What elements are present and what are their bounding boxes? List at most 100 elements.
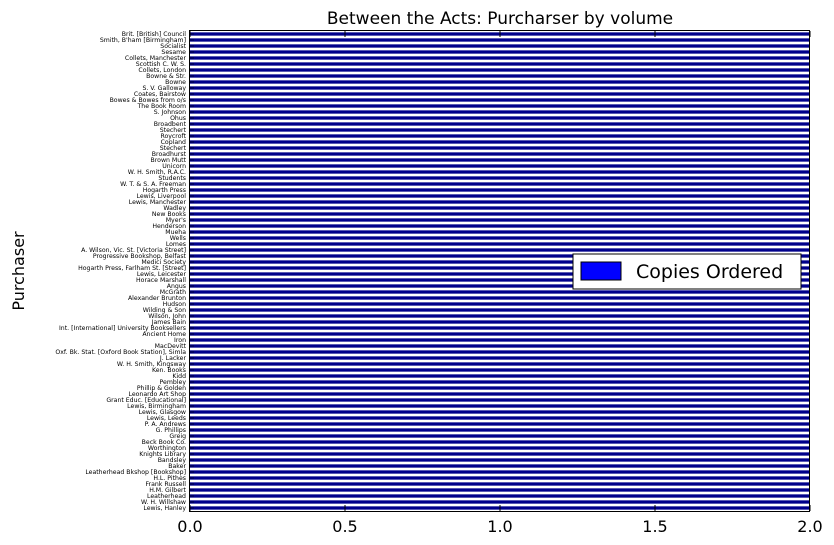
y-tick-label: Leatherhead bbox=[147, 493, 186, 500]
y-tick-label: S. Johnson bbox=[154, 109, 186, 116]
bar bbox=[190, 248, 810, 252]
y-tick-label: Socialist bbox=[160, 43, 186, 50]
bar bbox=[190, 332, 810, 336]
y-tick-label: Brit. [British] Council bbox=[122, 31, 187, 38]
bar bbox=[190, 134, 810, 138]
y-tick-label: Hogarth Press bbox=[143, 187, 186, 194]
y-tick-label: A. Wilson, Vic. St. [Victoria Street] bbox=[81, 247, 186, 254]
bar bbox=[190, 482, 810, 486]
bar bbox=[190, 140, 810, 144]
bar bbox=[190, 254, 810, 258]
bar bbox=[190, 494, 810, 498]
bar bbox=[190, 410, 810, 414]
bar bbox=[190, 80, 810, 84]
bar bbox=[190, 290, 810, 294]
bar bbox=[190, 44, 810, 48]
bar bbox=[190, 86, 810, 90]
y-tick-label: Copland bbox=[161, 139, 186, 146]
y-tick-label: Bowne bbox=[165, 79, 186, 86]
y-tick-label: McGrath bbox=[160, 289, 186, 296]
y-tick-label: Leatherhead Bkshop [Bookshop] bbox=[85, 469, 186, 476]
bar bbox=[190, 164, 810, 168]
legend-label: Copies Ordered bbox=[636, 261, 783, 283]
y-tick-label: Lewis, Hanley bbox=[143, 505, 186, 512]
y-tick-label: Mueha bbox=[165, 229, 186, 236]
bar bbox=[190, 200, 810, 204]
bar bbox=[190, 338, 810, 342]
x-tick-label: 2.0 bbox=[797, 517, 822, 536]
bar bbox=[190, 182, 810, 186]
bar bbox=[190, 464, 810, 468]
bar bbox=[190, 434, 810, 438]
bar bbox=[190, 362, 810, 366]
y-tick-label: Sesame bbox=[161, 49, 186, 56]
y-tick-label: Ohus bbox=[170, 115, 186, 122]
bar bbox=[190, 236, 810, 240]
y-tick-label: Coates, Bairstow bbox=[134, 91, 186, 98]
bar bbox=[190, 446, 810, 450]
y-tick-label: Knights Library bbox=[139, 451, 186, 458]
bar bbox=[190, 230, 810, 234]
y-tick-label: J. Lacker bbox=[159, 355, 187, 362]
bar bbox=[190, 260, 810, 264]
bar bbox=[190, 488, 810, 492]
bar bbox=[190, 98, 810, 102]
bar bbox=[190, 122, 810, 126]
bar bbox=[190, 206, 810, 210]
bar bbox=[190, 398, 810, 402]
bar bbox=[190, 152, 810, 156]
y-tick-label: Hudson bbox=[163, 301, 187, 308]
y-tick-label: Angus bbox=[167, 283, 186, 290]
y-tick-label: Lewis, Birmingham bbox=[127, 403, 186, 410]
y-tick-label: New Books bbox=[152, 211, 186, 218]
y-tick-label: Ancient Home bbox=[142, 331, 186, 338]
bar bbox=[190, 356, 810, 360]
legend-swatch bbox=[580, 261, 622, 281]
y-tick-label: P. A. Andrews bbox=[145, 421, 186, 428]
bar bbox=[190, 68, 810, 72]
bar bbox=[190, 386, 810, 390]
bar bbox=[190, 224, 810, 228]
bar bbox=[190, 428, 810, 432]
y-tick-label: Pembley bbox=[160, 379, 187, 386]
y-tick-label: Lewis, Liverpool bbox=[137, 193, 187, 200]
y-tick-label: Broadbent bbox=[154, 121, 187, 128]
y-tick-label: Horace Marshall bbox=[136, 277, 186, 284]
y-tick-label: H.L. Pithes bbox=[153, 475, 186, 482]
plot-frame bbox=[189, 30, 810, 512]
x-tick-label: 1.5 bbox=[642, 517, 667, 536]
bar bbox=[190, 314, 810, 318]
bar bbox=[190, 146, 810, 150]
chart-title: Between the Acts: Purcharser by volume bbox=[327, 9, 673, 29]
y-tick-label: Bandsley bbox=[158, 457, 187, 464]
bar bbox=[190, 440, 810, 444]
bar bbox=[190, 170, 810, 174]
y-tick-label: Grant Educ. [Educational] bbox=[106, 397, 186, 404]
bar bbox=[190, 104, 810, 108]
y-tick-label: Lewis, Leicester bbox=[137, 271, 187, 278]
bar bbox=[190, 422, 810, 426]
bar bbox=[190, 158, 810, 162]
y-tick-label: W. H. Willshaw bbox=[141, 499, 186, 506]
y-tick-label: Henderson bbox=[152, 223, 186, 230]
y-tick-label: Roycroft bbox=[160, 133, 186, 140]
y-tick-label: James Bain bbox=[151, 319, 186, 326]
bars-group bbox=[190, 32, 810, 510]
y-tick-label: Brown Mutt bbox=[151, 157, 187, 164]
y-tick-label: Frank Russell bbox=[145, 481, 186, 488]
bar bbox=[190, 320, 810, 324]
bar bbox=[190, 326, 810, 330]
y-tick-label: Ken. Books bbox=[152, 367, 186, 374]
y-tick-label: W. H. Smith, Kingsway bbox=[117, 361, 186, 368]
y-tick-label: Medici Society bbox=[141, 259, 186, 266]
bar bbox=[190, 116, 810, 120]
y-tick-label: Students bbox=[158, 175, 186, 182]
bar bbox=[190, 416, 810, 420]
y-tick-label: Leonardo Art Shop bbox=[129, 391, 187, 398]
y-tick-label: Iron bbox=[174, 337, 186, 344]
x-tick-label: 1.0 bbox=[487, 517, 512, 536]
bar bbox=[190, 176, 810, 180]
bar bbox=[190, 266, 810, 270]
bar bbox=[190, 284, 810, 288]
